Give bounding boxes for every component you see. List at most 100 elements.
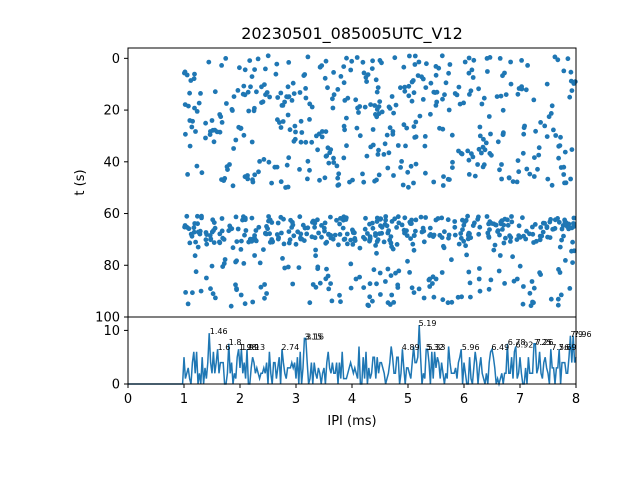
raster-point xyxy=(398,85,403,91)
raster-point xyxy=(264,291,269,296)
raster-point xyxy=(190,290,195,296)
raster-point xyxy=(197,228,203,234)
raster-point xyxy=(278,90,284,96)
raster-point xyxy=(536,145,542,151)
raster-point xyxy=(337,292,342,298)
raster-point xyxy=(312,235,318,241)
raster-point xyxy=(369,66,375,71)
raster-point xyxy=(493,222,499,228)
raster-point xyxy=(234,258,240,264)
raster-point xyxy=(388,273,394,278)
raster-point xyxy=(252,105,257,111)
raster-point xyxy=(297,90,303,95)
raster-point xyxy=(450,165,455,171)
histogram-x-tick-label: 1 xyxy=(180,392,188,407)
raster-point xyxy=(466,269,472,275)
raster-point xyxy=(449,257,454,263)
raster-point xyxy=(536,152,542,158)
raster-point xyxy=(466,232,471,237)
raster-point xyxy=(535,166,540,172)
raster-point xyxy=(330,236,336,242)
raster-point xyxy=(238,292,244,298)
raster-point xyxy=(394,242,400,247)
chart-title: 20230501_085005UTC_V12 xyxy=(241,24,463,44)
raster-point xyxy=(499,162,504,167)
raster-point xyxy=(336,182,342,188)
raster-point xyxy=(326,286,332,292)
raster-point xyxy=(187,240,193,246)
raster-point xyxy=(510,254,515,260)
raster-point xyxy=(261,247,266,253)
raster-point xyxy=(368,144,374,150)
raster-point xyxy=(305,176,310,182)
raster-point xyxy=(256,224,262,230)
raster-point xyxy=(537,237,543,243)
histogram-x-ticks: 0 1 2 3 4 5 6 7 8 xyxy=(124,384,580,407)
raster-point xyxy=(391,173,396,178)
raster-point xyxy=(331,92,337,98)
raster-point xyxy=(194,163,200,169)
raster-point xyxy=(556,143,562,149)
raster-point xyxy=(366,303,371,309)
raster-point xyxy=(567,225,572,230)
peak-label: 5.33 xyxy=(428,343,446,352)
raster-point xyxy=(539,233,545,239)
raster-point xyxy=(253,228,259,233)
raster-point xyxy=(411,180,416,186)
raster-point xyxy=(381,239,387,245)
raster-point xyxy=(301,238,307,244)
raster-point xyxy=(405,258,410,264)
raster-point xyxy=(441,245,447,251)
raster-point xyxy=(491,247,497,253)
raster-point xyxy=(505,217,510,223)
raster-point xyxy=(275,95,281,100)
raster-point xyxy=(254,89,259,95)
raster-point xyxy=(327,150,333,156)
raster-point xyxy=(362,236,368,242)
raster-point xyxy=(428,111,433,117)
raster-point xyxy=(230,245,236,251)
raster-point xyxy=(298,231,304,237)
raster-point xyxy=(229,107,235,112)
raster-point xyxy=(237,65,242,71)
raster-point xyxy=(330,105,336,111)
raster-points xyxy=(182,53,578,309)
raster-point xyxy=(449,132,455,138)
raster-point xyxy=(435,216,441,221)
raster-point xyxy=(476,276,482,282)
raster-point xyxy=(211,220,217,226)
raster-point xyxy=(231,94,237,99)
raster-point xyxy=(413,228,418,234)
raster-point xyxy=(402,215,408,221)
raster-point xyxy=(373,77,379,83)
raster-point xyxy=(419,74,424,80)
raster-point xyxy=(468,88,474,94)
raster-point xyxy=(241,261,247,266)
raster-point xyxy=(257,260,263,266)
raster-point xyxy=(548,296,554,302)
raster-point xyxy=(570,260,575,265)
raster-point xyxy=(466,157,472,163)
raster-point xyxy=(307,101,313,107)
raster-point xyxy=(516,169,522,175)
raster-point xyxy=(344,143,349,149)
raster-point xyxy=(401,122,407,128)
raster-point xyxy=(364,153,370,159)
raster-point xyxy=(412,53,418,59)
raster-point xyxy=(208,286,213,292)
raster-point xyxy=(378,223,383,229)
raster-point xyxy=(290,222,296,228)
raster-point xyxy=(238,247,244,252)
raster-point xyxy=(309,139,315,145)
peak-label: 6.49 xyxy=(491,343,509,352)
raster-point xyxy=(304,231,310,237)
raster-point xyxy=(195,244,201,250)
raster-point xyxy=(352,238,358,244)
raster-point xyxy=(357,245,363,251)
raster-point xyxy=(465,148,471,154)
raster-point xyxy=(400,182,406,188)
raster-point xyxy=(494,94,500,99)
raster-point xyxy=(279,103,285,108)
peak-label: 7.56 xyxy=(551,343,569,352)
raster-point xyxy=(326,160,332,166)
